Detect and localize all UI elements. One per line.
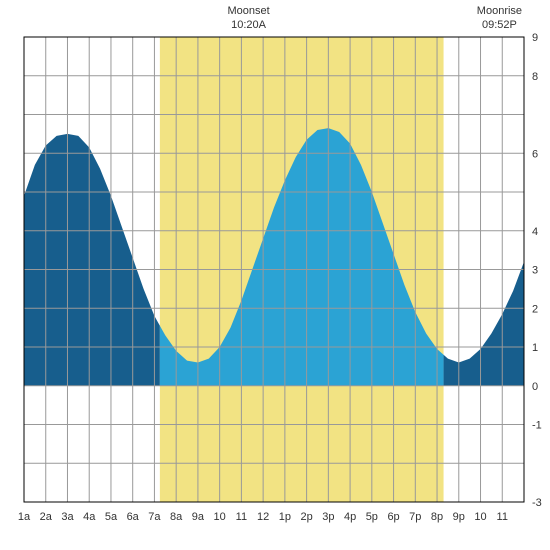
x-tick-label: 8p <box>431 511 443 523</box>
x-tick-label: 9p <box>453 511 465 523</box>
x-tick-label: 5p <box>366 511 378 523</box>
y-tick-label: 4 <box>532 226 538 238</box>
x-tick-label: 9a <box>192 511 205 523</box>
x-tick-label: 7a <box>148 511 161 523</box>
moonrise-label: Moonrise <box>477 5 522 17</box>
x-tick-label: 2a <box>40 511 53 523</box>
x-tick-label: 8a <box>170 511 183 523</box>
y-tick-label: -3 <box>532 497 542 509</box>
y-tick-label: 2 <box>532 303 538 315</box>
x-tick-label: 3a <box>61 511 74 523</box>
y-tick-label: 0 <box>532 381 538 393</box>
x-tick-label: 1p <box>279 511 291 523</box>
x-tick-label: 12 <box>257 511 269 523</box>
moonset-time: 10:20A <box>231 19 267 31</box>
moonrise-time: 09:52P <box>482 19 517 31</box>
x-tick-label: 6a <box>127 511 140 523</box>
tide-chart: 1a2a3a4a5a6a7a8a9a1011121p2p3p4p5p6p7p8p… <box>0 0 550 550</box>
y-tick-label: 9 <box>532 32 538 44</box>
y-tick-label: 1 <box>532 342 538 354</box>
moonset-label: Moonset <box>227 5 269 17</box>
x-tick-label: 5a <box>105 511 118 523</box>
x-tick-label: 7p <box>409 511 421 523</box>
x-tick-label: 1a <box>18 511 31 523</box>
y-tick-label: -1 <box>532 420 542 432</box>
x-tick-label: 4p <box>344 511 356 523</box>
x-tick-label: 10 <box>474 511 486 523</box>
x-tick-label: 10 <box>214 511 226 523</box>
x-tick-label: 6p <box>387 511 399 523</box>
x-tick-label: 11 <box>236 511 247 523</box>
x-tick-label: 3p <box>322 511 334 523</box>
y-tick-label: 6 <box>532 148 538 160</box>
x-tick-label: 11 <box>497 511 508 523</box>
x-tick-label: 4a <box>83 511 96 523</box>
chart-svg: 1a2a3a4a5a6a7a8a9a1011121p2p3p4p5p6p7p8p… <box>0 0 550 550</box>
x-tick-label: 2p <box>300 511 312 523</box>
y-tick-label: 3 <box>532 265 538 277</box>
y-tick-label: 8 <box>532 71 538 83</box>
